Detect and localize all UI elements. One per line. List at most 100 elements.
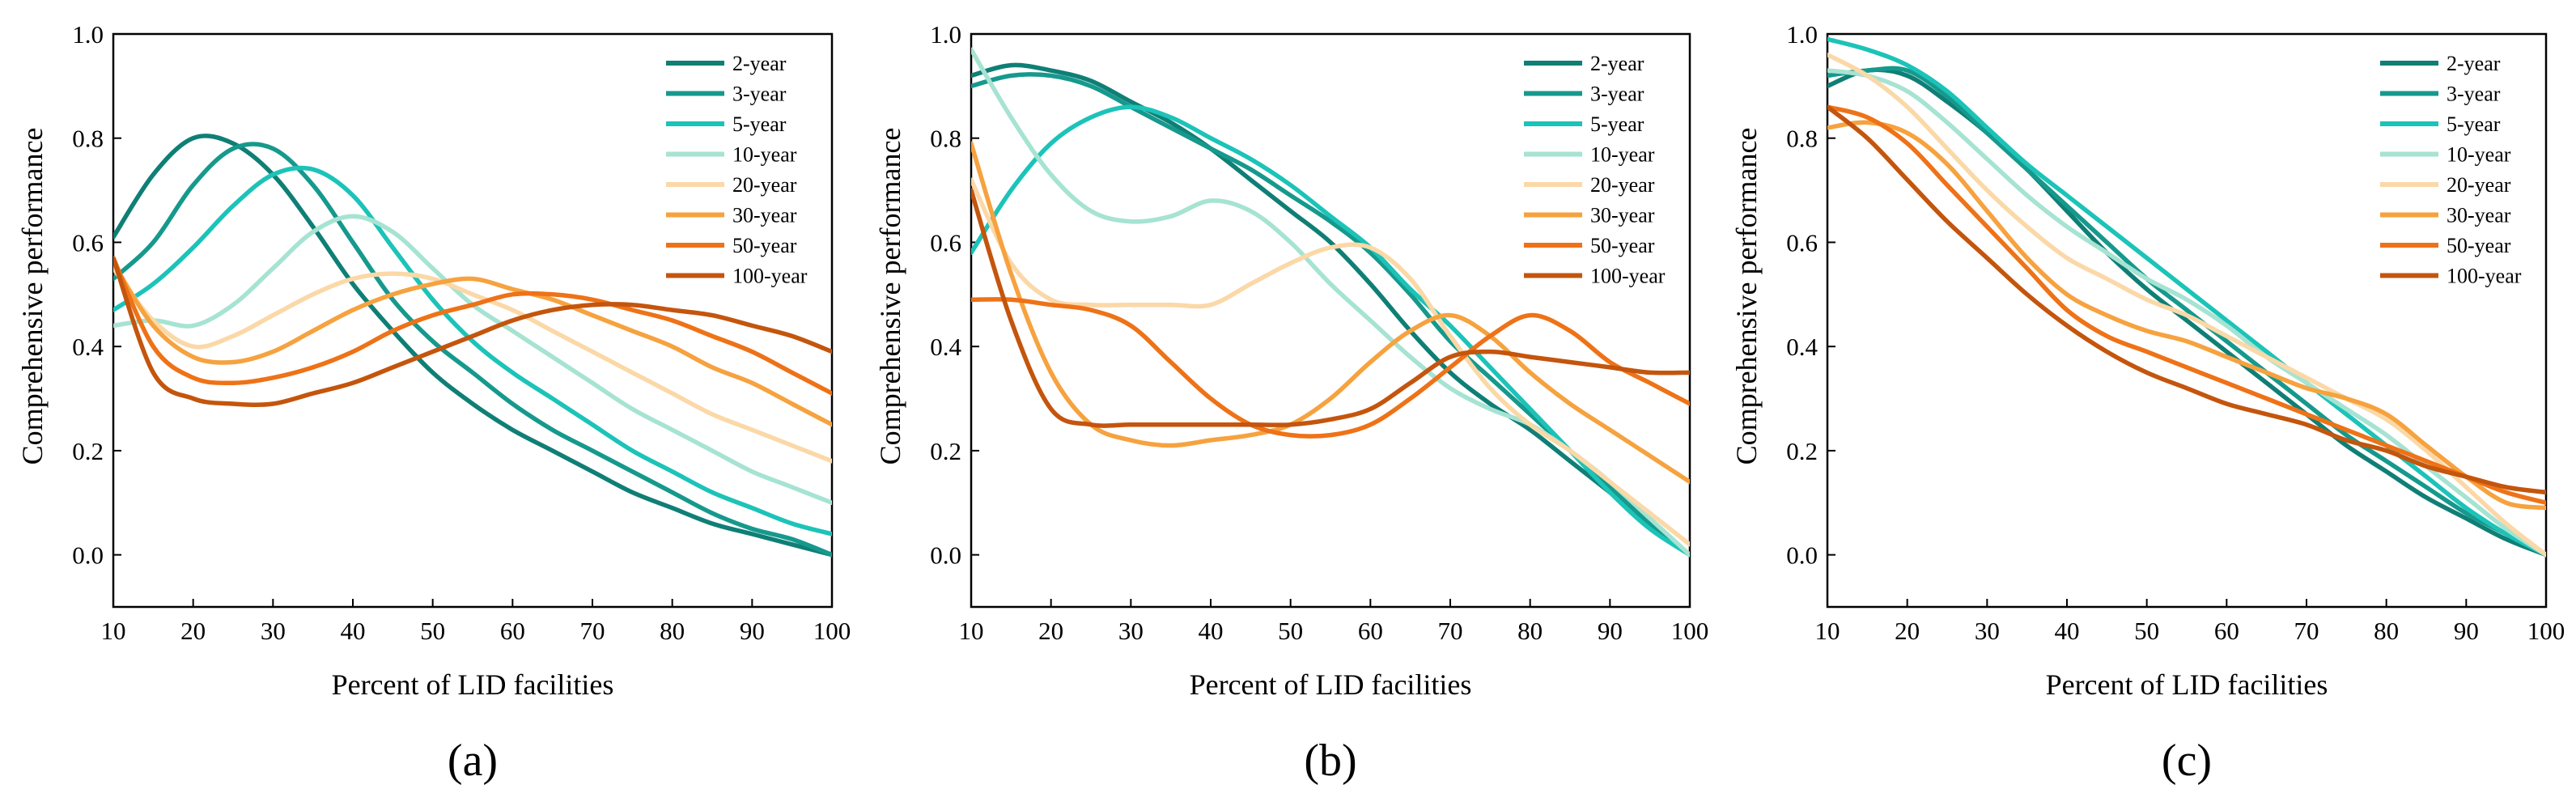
x-tick-label: 70: [1438, 617, 1463, 645]
series-line-20-year: [1827, 52, 2546, 558]
legend-label: 30-year: [732, 204, 797, 227]
x-axis-title: Percent of LID facilities: [2046, 668, 2328, 701]
legend-label: 2-year: [732, 52, 787, 75]
x-tick-label: 50: [2134, 617, 2159, 645]
x-tick-label: 10: [1815, 617, 1840, 645]
y-tick-label: 1.0: [1786, 20, 1818, 49]
x-tick-label: 100: [813, 617, 851, 645]
legend-label: 5-year: [732, 112, 787, 136]
legend-label: 20-year: [2447, 173, 2511, 197]
legend-label: 2-year: [1590, 52, 1644, 75]
series-line-50-year: [971, 297, 1690, 439]
x-tick-label: 90: [2454, 617, 2479, 645]
y-tick-label: 0.8: [1786, 125, 1818, 153]
legend-label: 3-year: [2447, 83, 2501, 106]
x-tick-label: 100: [1671, 617, 1709, 645]
y-tick-label: 0.0: [1786, 541, 1818, 570]
legend-label: 100-year: [1590, 265, 1666, 288]
series-line-2-year: [113, 134, 832, 558]
legend: 2-year 3-year 5-year 10-year 20-year 30-year 5…: [2380, 52, 2522, 288]
y-tick-label: 0.8: [930, 125, 961, 153]
legend-label: 100-year: [2447, 265, 2522, 288]
x-tick-label: 60: [500, 617, 525, 645]
series-line-5-year: [113, 165, 832, 537]
y-axis-title: Comprehensive performance: [16, 128, 49, 465]
series-line-20-year: [971, 177, 1690, 547]
x-tick-label: 90: [1598, 617, 1623, 645]
x-axis-title: Percent of LID facilities: [332, 668, 614, 701]
chart-panel-b: 10 20 30 40 50 60 70 80 90 100 0.0 0.2 0.4 0.6 0.8 1.0 P…: [874, 20, 1708, 786]
series-line-100-year: [971, 188, 1690, 428]
chart-panel-a: 10 20 30 40 50 60 70 80 90 100 0.0 0.2 0.4 0.6 0.8 1.0 P…: [16, 20, 851, 786]
x-tick-label: 70: [2294, 617, 2319, 645]
series-line-20-year: [113, 265, 832, 464]
series-line-100-year: [1827, 104, 2546, 495]
x-tick-label: 80: [1517, 617, 1543, 645]
x-tick-label: 10: [959, 617, 984, 645]
series-group: [971, 47, 1690, 558]
series-line-10-year: [113, 214, 832, 506]
y-tick-label: 0.4: [930, 333, 961, 361]
legend-label: 20-year: [732, 173, 797, 197]
series-line-2-year: [971, 62, 1690, 558]
y-tick-label: 0.2: [72, 437, 104, 465]
y-tick-label: 1.0: [72, 20, 104, 49]
plot-frame: [970, 32, 1691, 609]
y-tick-label: 0.0: [930, 541, 961, 570]
legend: 2-year 3-year 5-year 10-year 20-year 30-year 5…: [1524, 52, 1666, 288]
legend-label: 30-year: [2447, 204, 2511, 227]
y-tick-label: 0.6: [930, 228, 961, 257]
legend-label: 20-year: [1590, 173, 1655, 197]
x-tick-label: 90: [740, 617, 765, 645]
series-line-3-year: [113, 142, 832, 558]
x-tick-label: 20: [180, 617, 206, 645]
series-line-30-year: [113, 261, 832, 427]
y-tick-label: 0.6: [1786, 228, 1818, 257]
x-tick-label: 100: [2527, 617, 2565, 645]
x-tick-label: 30: [1118, 617, 1144, 645]
series-line-30-year: [1827, 120, 2546, 511]
x-tick-label: 80: [2374, 617, 2399, 645]
series-line-5-year: [971, 104, 1690, 558]
x-tick-label: 40: [2055, 617, 2080, 645]
legend-label: 3-year: [1590, 83, 1644, 106]
series-line-5-year: [1827, 36, 2546, 558]
y-tick-label: 0.2: [1786, 437, 1818, 465]
x-tick-label: 50: [420, 617, 445, 645]
y-tick-label: 0.6: [72, 228, 104, 257]
plot-frame: [112, 32, 834, 609]
x-tick-label: 50: [1278, 617, 1303, 645]
legend-label: 100-year: [732, 265, 808, 288]
series-line-50-year: [113, 256, 832, 396]
y-tick-label: 0.4: [72, 333, 104, 361]
series-line-100-year: [113, 256, 832, 407]
chart-panel-c: 10 20 30 40 50 60 70 80 90 100 0.0 0.2 0.4 0.6 0.8 1.0 P…: [1730, 20, 2565, 786]
series-group: [113, 134, 832, 558]
series-line-50-year: [1827, 104, 2546, 506]
legend-label: 50-year: [2447, 234, 2511, 257]
legend-label: 30-year: [1590, 204, 1655, 227]
y-axis-title: Comprehensive performance: [874, 128, 906, 465]
legend-label: 10-year: [2447, 143, 2511, 167]
series-line-3-year: [1827, 66, 2546, 558]
y-tick-label: 0.8: [72, 125, 104, 153]
x-axis-title: Percent of LID facilities: [1190, 668, 1472, 701]
series-line-2-year: [1827, 67, 2546, 558]
plot-frame: [1826, 32, 2548, 609]
series-group: [1827, 36, 2546, 558]
series-line-3-year: [971, 72, 1690, 558]
legend-label: 5-year: [2447, 112, 2501, 136]
x-tick-label: 80: [660, 617, 685, 645]
x-tick-label: 30: [261, 617, 286, 645]
x-tick-label: 30: [1975, 617, 2000, 645]
panel-label: (c): [2162, 736, 2212, 786]
x-tick-label: 20: [1895, 617, 1920, 645]
x-tick-label: 60: [2214, 617, 2239, 645]
panel-label: (b): [1304, 736, 1356, 786]
y-axis-title: Comprehensive performance: [1730, 128, 1763, 465]
x-tick-label: 20: [1038, 617, 1063, 645]
panel-label: (a): [448, 736, 498, 786]
legend-label: 10-year: [1590, 143, 1655, 167]
y-tick-label: 0.0: [72, 541, 104, 570]
y-tick-label: 0.2: [930, 437, 961, 465]
